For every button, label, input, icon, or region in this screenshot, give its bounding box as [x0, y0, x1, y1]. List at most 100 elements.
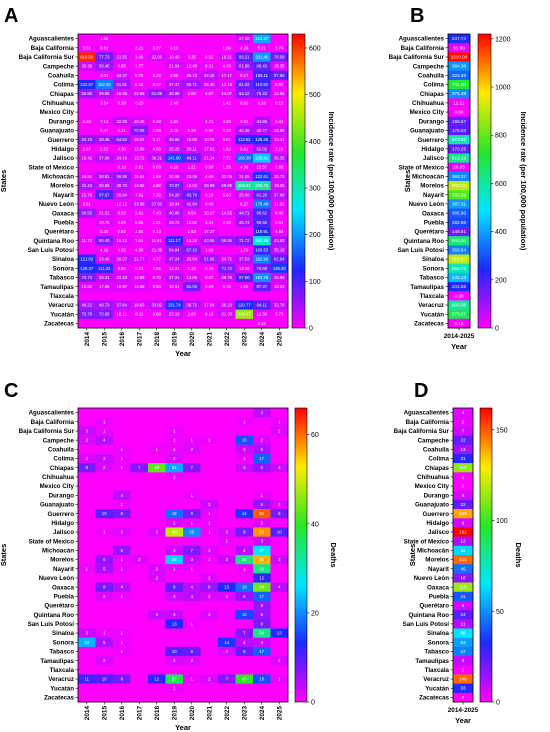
heatmap-cell [113, 199, 131, 209]
cell-value: 1 [278, 419, 281, 424]
cell-value: 6.40 [275, 211, 284, 216]
cell-value: 6 [462, 603, 465, 608]
cell-value: 0.68 [205, 165, 214, 170]
heatmap-cell [183, 318, 201, 329]
heatmap-cell [165, 125, 184, 136]
heatmap-cell [95, 444, 114, 455]
cell-value: 34.15 [204, 73, 215, 78]
heatmap-cell [218, 291, 236, 301]
heatmap-cell [235, 426, 254, 436]
heatmap-cell [218, 408, 236, 418]
cell-value: 1.63 [188, 229, 197, 234]
heatmap-cell [200, 555, 219, 565]
cell-value: 15.04 [134, 174, 145, 179]
heatmap-cell [235, 637, 254, 648]
heatmap-cell [448, 217, 471, 228]
heatmap-cell [218, 591, 236, 602]
heatmap-cell [270, 463, 289, 473]
y-tick-label: Guanajuato [415, 502, 449, 509]
heatmap-cell [183, 683, 201, 694]
heatmap-cell [200, 656, 219, 666]
heatmap-cell [95, 610, 114, 620]
heatmap-cell [165, 656, 184, 666]
heatmap-cell [235, 564, 254, 574]
cell-value: 110.50 [256, 82, 269, 87]
heatmap-cell [130, 665, 149, 675]
heatmap-cell [130, 208, 149, 219]
cell-value: 44.86 [257, 119, 268, 124]
heatmap-cell [253, 318, 271, 329]
heatmap-cell [448, 171, 471, 182]
heatmap-cell [165, 70, 184, 81]
cell-value: 2 [261, 520, 264, 525]
cell-value: 23 [84, 640, 89, 645]
heatmap-cell [218, 254, 236, 264]
heatmap-cell [113, 89, 131, 99]
heatmap-cell [165, 692, 184, 703]
cell-value: 40 [242, 677, 247, 682]
heatmap-cell [270, 309, 289, 320]
cell-value: 61.69 [152, 91, 163, 96]
heatmap-cell [253, 300, 271, 310]
cell-value: 2 [173, 658, 176, 663]
heatmap-cell [130, 573, 149, 583]
cell-value: 2.62 [170, 119, 179, 124]
cell-value: 98.62 [257, 211, 268, 216]
cell-value: 1 [191, 566, 194, 571]
heatmap-cell [453, 646, 474, 657]
heatmap-cell [130, 43, 149, 53]
heatmap-cell [183, 34, 201, 44]
y-axis-title: States [408, 544, 417, 567]
cell-value: 17 [259, 649, 264, 654]
cell-value: 8 [191, 511, 194, 516]
heatmap-cell [95, 226, 114, 237]
heatmap-cell [113, 463, 131, 473]
heatmap-cell [453, 509, 474, 519]
heatmap-cell [448, 254, 471, 264]
cell-value: 182.90 [255, 257, 268, 262]
cell-value: 24.71 [222, 257, 233, 262]
cell-value: 2 [208, 594, 211, 599]
heatmap-cell [95, 144, 114, 154]
cell-value: 4.28 [223, 119, 232, 124]
cell-value: 62 [460, 548, 466, 553]
cell-value: 25.96 [274, 275, 285, 280]
y-tick-label: Chihuahua [417, 474, 450, 481]
heatmap-cell [130, 564, 149, 574]
cell-value: 6 [462, 493, 465, 498]
heatmap-cell [130, 153, 149, 163]
cell-value: 1 [243, 419, 246, 424]
cell-value: 2.00 [188, 91, 197, 96]
heatmap-cell [130, 417, 149, 427]
cell-value: 1.42 [223, 100, 232, 105]
heatmap-cell [130, 125, 149, 136]
heatmap-cell [183, 665, 201, 675]
heatmap-cell [200, 472, 219, 482]
x-tick-label: 2023 [241, 706, 248, 721]
heatmap-cell [200, 34, 219, 44]
y-tick-label: San Luis Potosí [398, 247, 445, 254]
cell-value: 8 [121, 511, 124, 516]
heatmap-cell [183, 646, 201, 657]
heatmap-cell [113, 245, 131, 255]
cell-value: 70.78 [82, 312, 93, 317]
cell-value: 1 [208, 557, 211, 562]
cell-value: 7.72 [223, 156, 232, 161]
heatmap-cell [448, 89, 471, 99]
cell-value: 37.69 [274, 192, 285, 197]
heatmap-cell [78, 291, 96, 301]
heatmap-cell [453, 665, 474, 675]
heatmap-cell [453, 619, 474, 629]
heatmap-cell [148, 600, 166, 611]
heatmap-cell [165, 245, 184, 255]
cell-value: 1.78 [240, 247, 249, 252]
heatmap-cell [78, 208, 96, 219]
cell-value: 13.60 [239, 266, 250, 271]
heatmap-cell [130, 600, 149, 611]
heatmap-cell [165, 208, 184, 219]
x-tick-label: 2017 [136, 706, 143, 721]
heatmap-cell [448, 263, 471, 274]
heatmap-cell [165, 254, 184, 264]
colorbar-tick-label: 40 [311, 521, 319, 528]
cell-value: 10.76 [204, 137, 215, 142]
